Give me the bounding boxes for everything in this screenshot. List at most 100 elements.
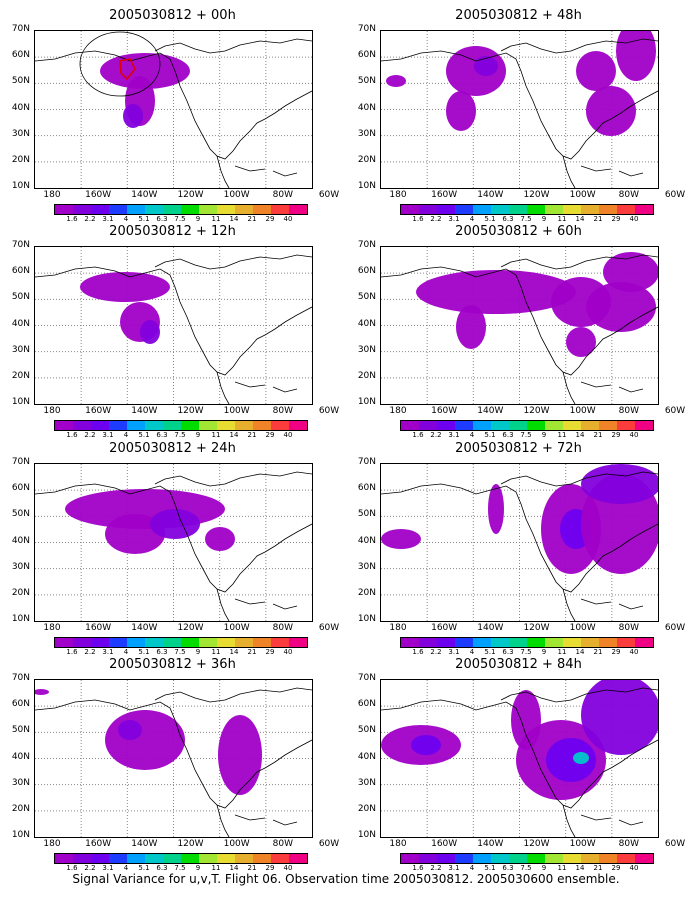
colorbar-swatch bbox=[617, 638, 635, 647]
colorbar-swatch bbox=[437, 205, 455, 214]
y-tick-label: 60N bbox=[11, 266, 30, 277]
colorbar-label: 4 bbox=[123, 864, 129, 872]
colorbar-swatch bbox=[419, 421, 437, 430]
colorbar-swatch bbox=[491, 854, 509, 863]
map-plot bbox=[34, 246, 313, 405]
colorbar-swatch bbox=[527, 421, 545, 430]
colorbar-swatch bbox=[199, 205, 217, 214]
colorbar-swatch bbox=[271, 638, 289, 647]
colorbar-label: 14 bbox=[229, 864, 239, 872]
y-tick-label: 10N bbox=[357, 614, 376, 624]
variance-region bbox=[573, 752, 589, 764]
colorbar-swatch bbox=[55, 421, 73, 430]
colorbar-label: 3.1 bbox=[448, 864, 460, 872]
x-tick-label: 120W bbox=[177, 406, 204, 416]
colorbar-swatch bbox=[401, 205, 419, 214]
colorbar-label: 6.3 bbox=[502, 431, 514, 439]
y-tick-label: 40N bbox=[11, 535, 30, 546]
variance-region bbox=[35, 689, 49, 695]
colorbar-swatch bbox=[419, 638, 437, 647]
y-tick-label: 30N bbox=[11, 777, 30, 788]
colorbar-swatch bbox=[527, 205, 545, 214]
colorbar-swatch bbox=[437, 854, 455, 863]
colorbar-label: 5.1 bbox=[484, 864, 496, 872]
colorbar bbox=[400, 204, 654, 215]
y-tick-label: 10N bbox=[357, 397, 376, 407]
x-tick-label: 100W bbox=[223, 623, 250, 633]
x-tick-label: 120W bbox=[177, 839, 204, 849]
variance-region bbox=[581, 464, 658, 504]
x-tick-label: 160W bbox=[85, 623, 112, 633]
colorbar-label: 7.5 bbox=[520, 431, 532, 439]
colorbar-label: 7.5 bbox=[174, 215, 186, 223]
y-tick-label: 40N bbox=[357, 102, 376, 113]
variance-region bbox=[416, 270, 576, 314]
map-svg bbox=[35, 680, 312, 837]
colorbar-swatch bbox=[545, 854, 563, 863]
colorbar bbox=[400, 637, 654, 648]
variance-region bbox=[488, 484, 504, 534]
colorbar-label: 3.1 bbox=[448, 431, 460, 439]
colorbar-label: 6.3 bbox=[502, 864, 514, 872]
y-tick-label: 20N bbox=[357, 154, 376, 165]
colorbar-swatch bbox=[127, 421, 145, 430]
variance-region bbox=[581, 680, 658, 755]
colorbar-swatch bbox=[91, 421, 109, 430]
colorbar-swatch bbox=[91, 854, 109, 863]
y-tick-label: 10N bbox=[11, 397, 30, 407]
x-tick-label: 160W bbox=[431, 839, 458, 849]
colorbar-label: 21 bbox=[593, 864, 603, 872]
colorbar-label: 11 bbox=[211, 864, 221, 872]
colorbar-swatch bbox=[419, 205, 437, 214]
y-tick-label: 70N bbox=[357, 24, 376, 34]
colorbar-label: 11 bbox=[557, 431, 567, 439]
panel-title: 2005030812 + 48h bbox=[455, 8, 582, 23]
colorbar-label: 2.2 bbox=[430, 431, 442, 439]
colorbar-swatch bbox=[455, 205, 473, 214]
y-tick-label: 50N bbox=[11, 76, 30, 87]
colorbar-swatch bbox=[127, 854, 145, 863]
x-tick-label: 80W bbox=[618, 623, 639, 633]
variance-region bbox=[80, 272, 170, 302]
colorbar-swatch bbox=[253, 205, 271, 214]
colorbar-swatch bbox=[181, 854, 199, 863]
colorbar-swatch bbox=[599, 638, 617, 647]
x-tick-label: 180 bbox=[43, 190, 61, 200]
colorbar-swatch bbox=[581, 205, 599, 214]
variance-region bbox=[586, 86, 636, 136]
colorbar-label: 11 bbox=[211, 215, 221, 223]
colorbar-label: 14 bbox=[575, 648, 585, 656]
coastline bbox=[35, 38, 312, 188]
colorbar-swatch bbox=[599, 854, 617, 863]
colorbar-label: 2.2 bbox=[84, 864, 96, 872]
colorbar-swatch bbox=[91, 205, 109, 214]
y-tick-label: 40N bbox=[11, 102, 30, 113]
y-tick-label: 10N bbox=[11, 614, 30, 624]
y-tick-label: 60N bbox=[357, 483, 376, 494]
colorbar-swatch bbox=[181, 421, 199, 430]
variance-region bbox=[616, 31, 656, 81]
variance-region bbox=[205, 527, 235, 551]
y-tick-label: 70N bbox=[11, 457, 30, 467]
x-tick-label: 60W bbox=[664, 190, 686, 200]
coastline bbox=[35, 254, 312, 404]
y-tick-label: 40N bbox=[11, 751, 30, 762]
colorbar-label: 7.5 bbox=[520, 215, 532, 223]
colorbar-label: 4 bbox=[469, 431, 475, 439]
colorbar-swatch bbox=[271, 421, 289, 430]
y-tick-label: 60N bbox=[357, 50, 376, 61]
variance-region bbox=[140, 320, 160, 344]
colorbar-label: 7.5 bbox=[174, 431, 186, 439]
colorbar-swatch bbox=[163, 638, 181, 647]
y-tick-label: 70N bbox=[357, 457, 376, 467]
colorbar-swatch bbox=[145, 205, 163, 214]
colorbar-swatch bbox=[473, 854, 491, 863]
colorbar-label: 9 bbox=[195, 215, 201, 223]
colorbar-label: 40 bbox=[283, 648, 293, 656]
y-tick-label: 20N bbox=[11, 370, 30, 381]
colorbar-swatch bbox=[91, 638, 109, 647]
colorbar-swatch bbox=[401, 854, 419, 863]
map-plot bbox=[34, 30, 313, 189]
colorbar-label: 29 bbox=[611, 215, 621, 223]
colorbar-swatch bbox=[563, 854, 581, 863]
